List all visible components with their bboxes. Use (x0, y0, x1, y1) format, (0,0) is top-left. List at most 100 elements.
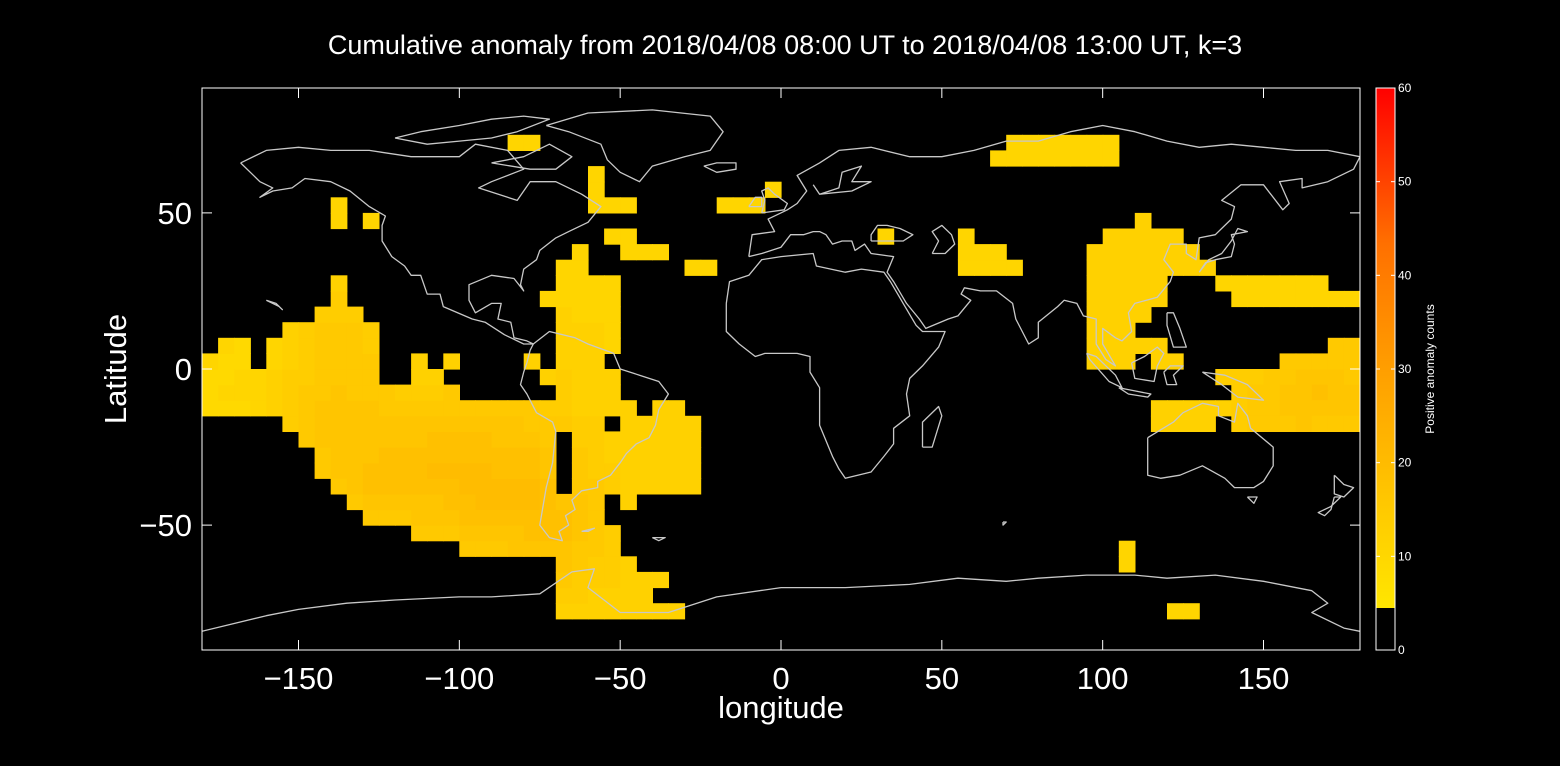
heatmap-cell (330, 415, 348, 432)
heatmap-cell (1134, 306, 1152, 323)
heatmap-cell (459, 400, 476, 417)
heatmap-cell (1118, 290, 1136, 308)
coastline (1333, 474, 1355, 498)
heatmap-cell (1327, 290, 1345, 308)
heatmap-cell (282, 415, 300, 432)
heatmap-cell (443, 493, 460, 511)
heatmap-cell (378, 384, 396, 401)
heatmap-cell (1102, 337, 1120, 354)
heatmap-cell (620, 447, 637, 464)
heatmap-cell (491, 431, 509, 448)
heatmap-cell (571, 571, 589, 589)
heatmap-cell (539, 525, 557, 542)
heatmap-cell (588, 447, 605, 464)
heatmap-cell (459, 447, 476, 464)
heatmap-cell (507, 431, 525, 448)
coastline (240, 143, 602, 345)
heatmap-cell (411, 400, 428, 417)
heatmap-cell (604, 384, 621, 401)
heatmap-cell (1102, 134, 1120, 151)
heatmap-cell (604, 556, 621, 573)
heatmap-cell (475, 493, 493, 511)
heatmap-cell (588, 556, 605, 573)
heatmap-cell (362, 353, 380, 370)
coastline (394, 115, 551, 145)
heatmap-cell (588, 400, 605, 417)
heatmap-cell (1086, 150, 1104, 167)
heatmap-cell (362, 447, 380, 464)
heatmap-cell (282, 353, 300, 370)
heatmap-cell (250, 369, 267, 386)
coastline (761, 187, 789, 214)
heatmap-cell (475, 447, 493, 464)
heatmap-cell (282, 322, 300, 339)
heatmap-cell (571, 290, 589, 308)
heatmap-cell (330, 369, 348, 386)
heatmap-cell (1295, 415, 1313, 432)
heatmap-cell (668, 415, 686, 432)
heatmap-cell (443, 525, 460, 542)
heatmap-cell (523, 415, 541, 432)
heatmap-cell (459, 493, 476, 511)
colorbar-tick-label: 0 (1398, 643, 1405, 657)
heatmap-cell (314, 306, 332, 323)
heatmap-cell (1231, 384, 1248, 401)
heatmap-cell (652, 244, 669, 261)
heatmap-cell (974, 259, 991, 276)
colorbar-tick-label: 30 (1398, 362, 1412, 376)
coastline (931, 224, 956, 255)
heatmap-cell (298, 337, 316, 354)
heatmap-cell (491, 478, 509, 495)
heatmap-cell (330, 290, 348, 308)
heatmap-cell (1215, 369, 1232, 386)
heatmap-cell (523, 525, 541, 542)
heatmap-cell (346, 447, 364, 464)
heatmap-cell (571, 415, 589, 432)
heatmap-cell (427, 415, 444, 432)
heatmap-cell (1343, 384, 1360, 401)
heatmap-cell (443, 478, 460, 495)
coastline (491, 143, 573, 170)
heatmap-cell (957, 228, 975, 245)
heatmap-cell (1327, 353, 1345, 370)
heatmap-cell (298, 322, 316, 339)
heatmap-cell (459, 509, 476, 526)
heatmap-cell (1054, 134, 1072, 151)
heatmap-cell (314, 415, 332, 432)
heatmap-cell (604, 540, 621, 557)
heatmap-cell (636, 587, 653, 604)
colorbar-tick-label: 10 (1398, 549, 1412, 563)
heatmap-cell (555, 525, 573, 542)
heatmap-cell (395, 431, 412, 448)
heatmap-cell (475, 509, 493, 526)
heatmap-cell (668, 478, 686, 495)
coastline (1317, 496, 1342, 517)
heatmap-cell (314, 337, 332, 354)
heatmap-cell (957, 259, 975, 276)
heatmap-cell (555, 306, 573, 323)
heatmap-cell (620, 228, 637, 245)
heatmap-cell (684, 415, 702, 432)
heatmap-cell (314, 462, 332, 479)
heatmap-cell (475, 400, 493, 417)
heatmap-cell (507, 415, 525, 432)
heatmap-cell (1327, 384, 1345, 401)
heatmap-cell (378, 400, 396, 417)
heatmap-cell (491, 415, 509, 432)
heatmap-cell (427, 384, 444, 401)
heatmap-cell (427, 525, 444, 542)
heatmap-cell (491, 447, 509, 464)
heatmap-cell (1134, 290, 1152, 308)
heatmap-cell (1231, 290, 1248, 308)
heatmap-cell (266, 400, 283, 417)
heatmap-cell (571, 369, 589, 386)
heatmap-cell (218, 369, 235, 386)
heatmap-cell (620, 244, 637, 261)
heatmap-cell (314, 353, 332, 370)
heatmap-cell (652, 447, 669, 464)
heatmap-cell (555, 603, 573, 620)
heatmap-cell (491, 540, 509, 557)
heatmap-cell (427, 431, 444, 448)
heatmap-cell (588, 525, 605, 542)
